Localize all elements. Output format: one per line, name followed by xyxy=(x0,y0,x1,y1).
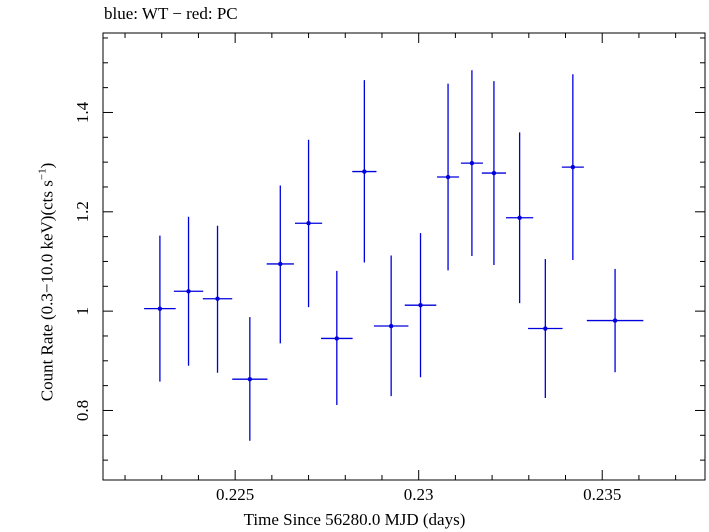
data-point-marker xyxy=(215,296,220,301)
x-tick-label: 0.235 xyxy=(583,485,621,504)
data-point-marker xyxy=(186,289,191,294)
x-tick-label: 0.23 xyxy=(404,485,434,504)
axes-ticks: 0.225 0.23 0.235 0.8 1 1.2 1.4 xyxy=(73,33,705,504)
data-point-marker xyxy=(517,215,522,220)
data-point-marker xyxy=(388,323,394,329)
data-point xyxy=(561,74,584,260)
y-axis-label-superscript: −1 xyxy=(36,168,49,181)
data-point-marker xyxy=(612,318,618,323)
y-axis-label: Count Rate (0.3−10.0 keV)(cts s−1) xyxy=(37,163,58,402)
data-point xyxy=(232,317,268,441)
data-point xyxy=(373,255,409,397)
data-point-marker xyxy=(445,174,451,180)
data-point xyxy=(404,233,437,378)
data-point-marker xyxy=(418,302,423,308)
y-tick-label: 1.4 xyxy=(73,101,92,123)
x-axis-label: Time Since 56280.0 MJD (days) xyxy=(243,510,466,529)
data-point xyxy=(437,83,460,271)
data-point-marker xyxy=(543,326,548,331)
y-tick-label: 0.8 xyxy=(73,400,92,421)
y-axis-label-close: ) xyxy=(37,162,57,169)
data-point xyxy=(506,132,534,304)
data-point xyxy=(321,270,353,406)
data-point xyxy=(173,216,204,366)
data-point xyxy=(266,185,294,344)
data-point xyxy=(202,225,233,373)
data-point xyxy=(144,235,176,382)
data-point-marker xyxy=(247,376,253,382)
x-tick-label: 0.225 xyxy=(216,485,254,504)
data-point-marker xyxy=(157,306,163,311)
data-points xyxy=(144,70,644,441)
y-axis-label-text: Count Rate (0.3−10.0 keV)(cts s xyxy=(37,180,57,402)
data-point-marker xyxy=(334,336,340,341)
data-point-marker xyxy=(306,221,311,226)
chart-title: blue: WT − red: PC xyxy=(104,4,238,23)
data-point xyxy=(460,70,483,257)
data-point xyxy=(294,139,323,308)
data-point xyxy=(352,80,377,263)
data-point xyxy=(481,81,507,265)
data-point xyxy=(528,258,563,399)
data-point xyxy=(586,268,644,373)
data-point-marker xyxy=(469,160,475,166)
data-point-marker xyxy=(278,261,283,267)
data-point-marker xyxy=(570,164,576,170)
data-point-marker xyxy=(491,170,497,176)
data-point-marker xyxy=(362,169,367,174)
y-tick-label: 1.2 xyxy=(73,201,92,222)
y-tick-label: 1 xyxy=(73,307,92,316)
plot-frame xyxy=(102,32,706,481)
